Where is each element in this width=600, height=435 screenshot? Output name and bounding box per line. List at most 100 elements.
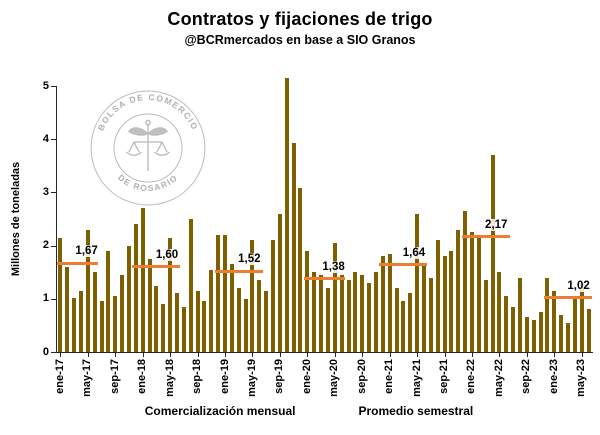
bar [428, 277, 433, 352]
semester-average-line [57, 261, 99, 265]
semester-average-line [543, 296, 592, 300]
bar [58, 237, 63, 352]
bar [476, 234, 481, 352]
bar [79, 290, 83, 352]
bar [92, 272, 97, 352]
semester-average-line [214, 269, 263, 273]
bar [380, 256, 385, 352]
bar [277, 213, 282, 352]
x-tick-label: sep-20 [355, 359, 368, 394]
bar [168, 237, 173, 352]
y-axis-line [56, 86, 57, 353]
bar [442, 256, 447, 352]
bar [346, 280, 351, 352]
x-tick-mark [60, 353, 62, 357]
x-tick-mark [225, 353, 227, 357]
semester-average-value: 1,38 [321, 260, 346, 273]
bar [490, 155, 495, 352]
bar [415, 213, 420, 352]
bar [271, 240, 276, 352]
bar [120, 274, 125, 352]
bar [394, 288, 399, 352]
bar [332, 242, 337, 352]
bar [559, 314, 564, 352]
x-axis-line [56, 352, 593, 353]
chart-title: Contratos y fijaciones de trigo [167, 9, 433, 29]
y-tick-mark [51, 352, 56, 353]
semester-average-value: 2,17 [484, 218, 509, 231]
x-tick-mark [362, 353, 364, 357]
bar [284, 78, 289, 352]
y-tick-label: 4 [42, 132, 49, 145]
bar [511, 306, 516, 352]
bar [449, 250, 454, 352]
x-tick-mark [471, 353, 473, 357]
bar [223, 234, 228, 352]
x-tick-label: may-17 [81, 359, 94, 397]
bar [524, 317, 529, 352]
bcr-seal-watermark: BOLSA DE COMERCIO DE ROSARIO [90, 90, 206, 206]
x-tick-label: ene-18 [136, 359, 149, 394]
y-tick-mark [51, 139, 56, 141]
y-tick-mark [51, 86, 56, 87]
bar [497, 272, 502, 352]
bar [181, 306, 186, 352]
legend-average-label: Promedio semestral [358, 404, 474, 418]
bar [229, 264, 234, 352]
bar [469, 232, 474, 352]
semester-average-line [461, 235, 510, 239]
bar [531, 320, 536, 352]
seal-outer-ring [90, 90, 206, 206]
bar [216, 234, 221, 352]
bar [161, 304, 166, 352]
bar [435, 240, 440, 352]
bar [127, 245, 132, 352]
line-swatch-icon [326, 410, 352, 413]
bar [353, 272, 358, 352]
bar [401, 301, 406, 352]
bar [552, 290, 557, 352]
bar [517, 277, 522, 352]
bar [387, 253, 392, 352]
bar [572, 298, 577, 352]
bar [236, 288, 241, 352]
semester-average-value: 1,52 [237, 253, 262, 266]
bar [147, 258, 152, 352]
x-tick-label: may-21 [410, 359, 423, 397]
x-tick-mark [417, 353, 419, 357]
x-tick-mark [554, 353, 556, 357]
x-tick-label: ene-23 [547, 359, 560, 394]
x-tick-label: sep-22 [520, 359, 533, 394]
x-tick-label: may-20 [328, 359, 341, 397]
bar [339, 274, 344, 352]
bar [463, 211, 468, 352]
x-tick-label: ene-20 [300, 359, 313, 394]
bar [538, 312, 543, 352]
x-tick-mark [389, 353, 391, 357]
x-tick-mark [142, 353, 144, 357]
bar [133, 224, 138, 352]
y-tick-label: 0 [42, 345, 49, 358]
chart-subtitle: @BCRmercados en base a SIO Granos [184, 33, 416, 47]
x-tick-mark [197, 353, 199, 357]
x-tick-mark [279, 353, 281, 357]
legend: Comercialización mensual Promedio semest… [0, 404, 600, 418]
bar [99, 301, 104, 352]
legend-item-monthly: Comercialización mensual [127, 404, 296, 418]
bar [106, 250, 111, 352]
x-tick-mark [581, 353, 583, 357]
legend-item-average: Promedio semestral [326, 404, 474, 418]
y-tick-label: 2 [42, 239, 49, 252]
x-tick-label: may-18 [163, 359, 176, 397]
x-tick-mark [170, 353, 172, 357]
bar [373, 272, 378, 352]
bar [545, 277, 550, 352]
bar [243, 298, 248, 352]
bar [85, 229, 90, 352]
x-tick-mark [526, 353, 528, 357]
bar [586, 309, 591, 352]
x-tick-label: sep-18 [191, 359, 204, 394]
x-tick-label: may-23 [575, 359, 588, 397]
x-tick-mark [334, 353, 336, 357]
